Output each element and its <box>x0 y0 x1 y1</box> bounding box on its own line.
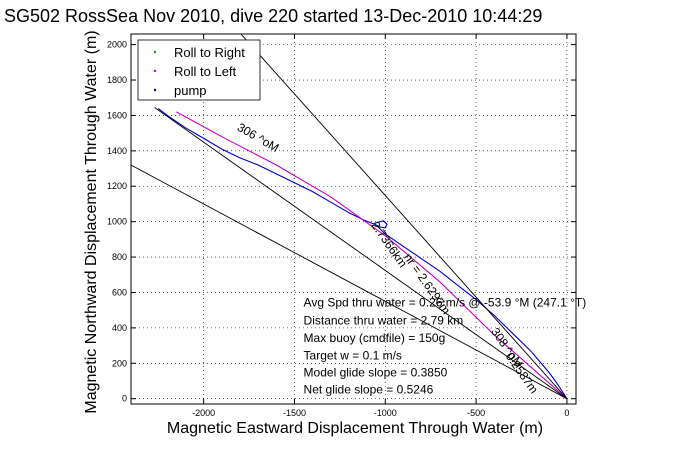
ticks: -2000 -1500 -1000 -500 0 0 200 400 600 800 1000 120… <box>107 34 576 418</box>
y-axis-label: Magnetic Northward Displacement Through … <box>83 30 100 413</box>
y-tick-label: 1000 <box>107 217 127 227</box>
series-line-0 <box>157 107 568 399</box>
grid <box>131 34 576 404</box>
series-line-4 <box>154 107 568 400</box>
y-tick-label: 600 <box>112 287 127 297</box>
legend-marker <box>153 69 157 73</box>
x-tick-label: -2000 <box>192 408 215 418</box>
legend-marker <box>153 50 157 54</box>
annotation-text: Target w = 0.1 m/s <box>304 349 402 363</box>
x-axis-label: Magnetic Eastward Displacement Through W… <box>167 420 543 437</box>
annotation-text: Distance thru water = 2.79 km <box>304 313 464 327</box>
annotation-text: Max buoy (cmdfile) = 150g <box>304 331 446 345</box>
y-tick-label: 200 <box>112 358 127 368</box>
legend: Roll to Right Roll to Left pump <box>137 39 261 101</box>
y-tick-label: 400 <box>112 323 127 333</box>
x-tick-label: -1000 <box>374 408 397 418</box>
series-line-2 <box>240 33 568 399</box>
y-tick-label: 1200 <box>107 181 127 191</box>
legend-label: Roll to Right <box>174 45 245 60</box>
legend-box <box>137 39 261 101</box>
y-tick-label: 2000 <box>107 40 127 50</box>
series-line-1 <box>176 111 568 400</box>
x-tick-label: 0 <box>564 408 569 418</box>
legend-marker <box>153 88 157 92</box>
legend-label: Roll to Left <box>174 64 237 79</box>
y-tick-label: 1600 <box>107 110 127 120</box>
y-tick-label: 1800 <box>107 75 127 85</box>
axes-frame <box>130 33 577 405</box>
y-tick-label: 0 <box>122 394 127 404</box>
annotation-text: Avg Spd thru water = 0.26 m/s @ -53.9 °M… <box>304 296 587 310</box>
annotation-text: Net glide slope = 0.5246 <box>304 382 434 396</box>
series-layer <box>130 33 568 400</box>
x-tick-label: -500 <box>467 408 485 418</box>
series-line-3 <box>130 164 568 400</box>
legend-label: pump <box>174 83 207 98</box>
y-tick-label: 1400 <box>107 146 127 156</box>
y-tick-label: 800 <box>112 252 127 262</box>
annotation-text: Model glide slope = 0.3850 <box>304 366 448 380</box>
chart-title: SG502 RossSea Nov 2010, dive 220 started… <box>4 6 542 26</box>
x-tick-label: -1500 <box>283 408 306 418</box>
